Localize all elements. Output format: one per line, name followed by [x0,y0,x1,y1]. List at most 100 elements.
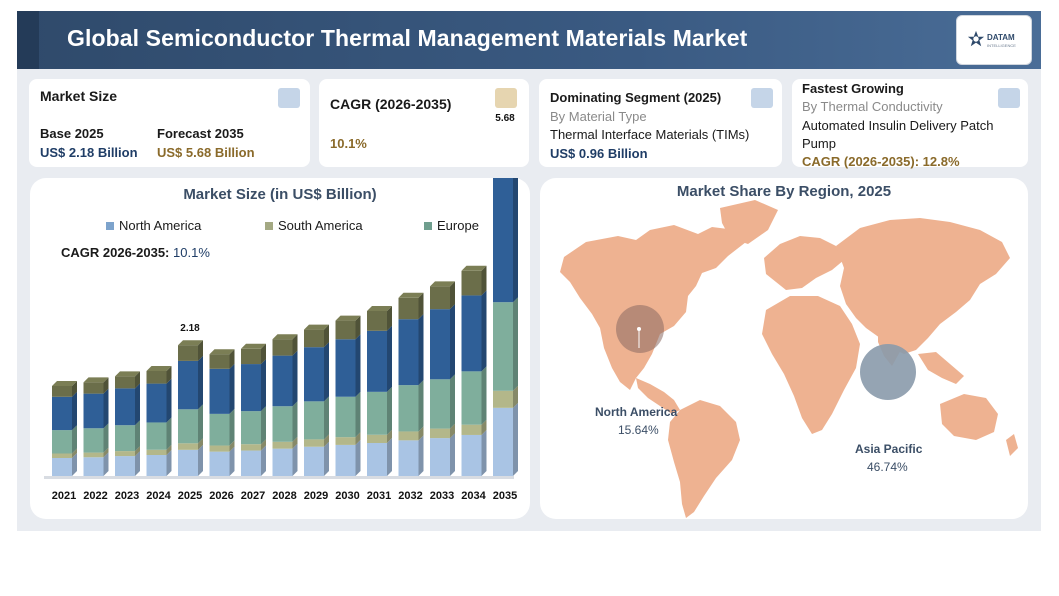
bar-segment-side [418,380,424,432]
bar-2031 [367,306,392,476]
bar-segment-side [72,453,77,476]
bar-segment [209,413,230,446]
bar-segment-side [198,444,203,476]
bar-top [83,377,109,383]
asia-pacific-bubble [860,344,916,400]
market-size-icon [278,88,300,108]
bar-segment [272,441,293,449]
bar-2033 [430,281,455,476]
bar-segment-side [324,396,329,440]
bar-segment [241,348,261,365]
x-tick-label: 2023 [114,490,140,502]
bar-segment-side [292,401,298,442]
map-south-america [668,400,740,518]
legend-europe: Europe [424,218,479,233]
legend-swatch [424,221,432,230]
bar-2030 [335,315,361,476]
map-central-america [636,378,680,414]
bar-segment [178,443,198,450]
bar-segment [115,388,135,426]
bar-segment-side [450,423,455,439]
bar-segment-side [261,343,266,365]
bar-segment [83,393,104,429]
map-australia [940,394,998,440]
bar-2032 [398,292,424,476]
continents [560,200,1018,518]
bar-2025 [178,340,203,476]
bar-segment [272,339,293,356]
bar-segment [398,440,419,476]
bar-segment-side [355,334,361,397]
bar-2034 [461,265,487,476]
bar-segment [52,386,72,397]
bar-segment [178,345,198,361]
bar-segment-side [166,417,172,450]
map-africa [762,296,860,434]
bar-segment [335,320,356,340]
bar-segment-side [292,334,298,356]
bar-segment-side [481,429,487,476]
bar-segment-side [355,432,361,445]
bar-segment [146,455,167,476]
asia-pacific-label: Asia Pacific [855,442,923,456]
bar-segment [367,311,387,331]
dominating-segment-name: Thermal Interface Materials (TIMs) [550,127,750,142]
bar-segment [83,382,104,394]
bar-segment-side [72,448,77,458]
bar-segment-side [198,355,203,410]
bar-segment [398,385,419,432]
bar-segment-side [103,388,109,429]
bar-segment-side [229,408,235,446]
x-tick-label: 2030 [335,490,360,502]
bar-segment-side [261,439,266,451]
legend-swatch [265,221,273,230]
bar-segment-side [355,439,361,476]
bar-segment [115,451,135,457]
x-tick-label: 2021 [51,490,77,502]
bar-segment [367,443,387,476]
bar-segment [493,302,513,391]
bar-segment [241,411,261,445]
bar-top [178,340,203,346]
bar-segment-side [135,371,140,389]
bar-segment-side [513,385,518,408]
x-tick-label: 2034 [461,490,486,502]
bar-segment-side [418,435,424,476]
map-europe [764,236,844,290]
bar-2024 [146,366,172,476]
bar-2023 [115,371,140,476]
bar-top [367,306,392,311]
bar-segment [335,437,356,445]
bar-segment [493,390,513,408]
fastest-growing-card: Fastest Growing By Thermal Conductivity … [792,79,1028,169]
chart-cagr-value: 10.1% [173,245,210,260]
x-tick-label: 2025 [177,490,203,502]
bar-segment-side [324,434,329,447]
region-map-panel: Market Share By Region, 2025 [540,178,1028,519]
bar-segment [241,450,261,476]
bar-top [115,371,140,377]
base-year-value: US$ 2.18 Billion [40,145,138,160]
bar-top [398,292,424,298]
bar-segment [272,355,293,407]
data-label: 5.68 [495,113,515,125]
bar-segment-side [355,315,361,340]
bar-segment-side [103,447,109,458]
x-tick-label: 2032 [398,490,423,502]
bar-segment [304,439,324,447]
north-america-share: 15.64% [618,423,659,437]
bar-segment [209,368,230,414]
cagr-title: CAGR (2026-2035) [330,96,452,112]
legend-label: South America [278,218,363,233]
x-tick-label: 2029 [303,490,329,502]
bar-segment [304,401,324,440]
x-tick-label: 2033 [429,490,455,502]
bar-segment [178,360,198,410]
map-title: Market Share By Region, 2025 [676,183,892,200]
x-tick-label: 2031 [366,490,392,502]
bar-top [430,281,455,287]
bar-segment [493,407,513,476]
bar-top [272,334,298,340]
bar-segment [209,445,230,452]
header-bar: Global Semiconductor Thermal Management … [17,11,1041,69]
